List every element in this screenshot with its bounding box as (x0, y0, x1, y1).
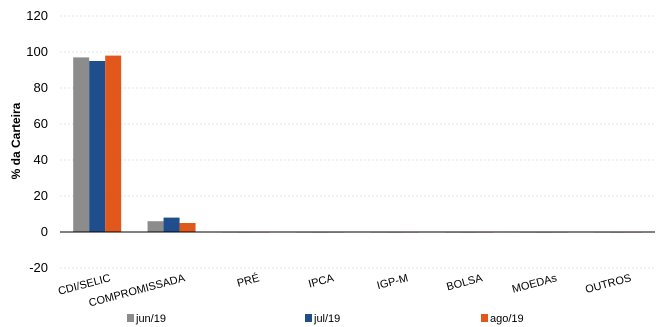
x-category-label: MOEDAs (511, 272, 559, 296)
y-tick-label: 120 (26, 8, 48, 23)
x-category-label: BOLSA (445, 272, 484, 293)
x-category-label: OUTROS (584, 272, 633, 296)
bar-ago-19-compromissada (179, 223, 196, 232)
y-tick-label: 80 (34, 80, 48, 95)
legend-swatch (127, 314, 134, 322)
bar-jun-19-compromissada (147, 221, 164, 232)
bars (73, 55, 642, 233)
legend-item: jun/19 (127, 313, 166, 325)
bar-jul-19-cdi-selic (89, 61, 106, 232)
x-category-label: IPCA (307, 272, 336, 290)
y-axis-label: % da Carteira (9, 102, 23, 179)
bar-jul-19-compromissada (163, 217, 180, 232)
legend-label: jul/19 (313, 313, 340, 325)
legend-label: jun/19 (135, 313, 166, 325)
bar-jun-19-cdi-selic (73, 57, 90, 233)
x-category-label: PRÉ (235, 271, 260, 289)
legend: jun/19 jul/19 ago/19 (127, 313, 524, 325)
bar-ago-19-cdi-selic (105, 55, 122, 232)
y-tick-label: 0 (41, 224, 48, 239)
y-tick-label: 20 (34, 188, 48, 203)
x-category-label: IGP-M (376, 272, 410, 292)
legend-swatch (481, 314, 488, 322)
y-tick-label: 60 (34, 116, 48, 131)
legend-swatch (305, 314, 312, 322)
y-tick-label: 40 (34, 152, 48, 167)
y-tick-label: 100 (26, 44, 48, 59)
legend-item: jul/19 (305, 313, 340, 325)
y-tick-label: -20 (29, 260, 48, 275)
y-axis-ticks: -20 0 20 40 60 80 100 120 (26, 8, 48, 275)
legend-label: ago/19 (490, 313, 524, 325)
legend-item: ago/19 (481, 313, 524, 325)
gridlines (60, 15, 655, 269)
